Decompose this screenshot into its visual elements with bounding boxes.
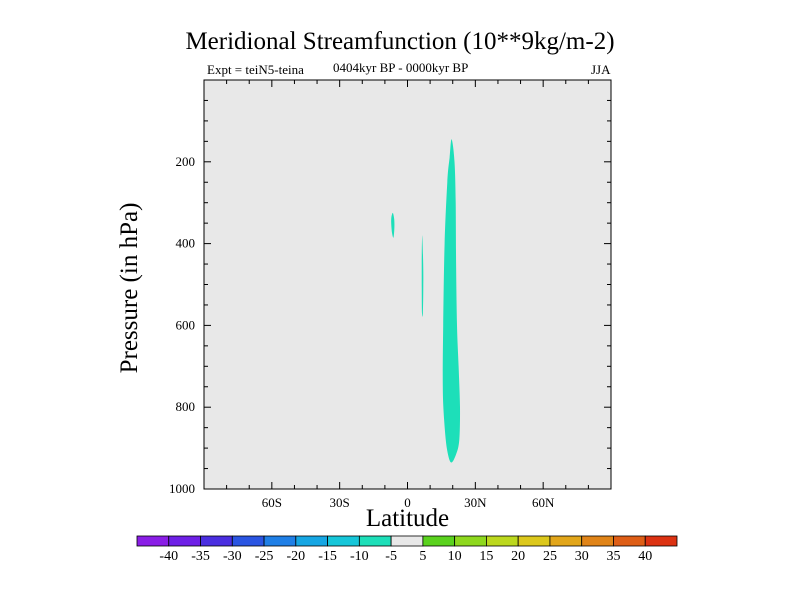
y-tick-label: 1000 — [169, 481, 195, 496]
colorbar-label: 25 — [543, 549, 557, 564]
x-tick-label: 0 — [404, 495, 411, 510]
colorbar-swatch — [200, 535, 233, 547]
colorbar-swatch — [327, 535, 360, 547]
colorbar-swatch — [613, 535, 646, 547]
colorbar-swatch — [231, 535, 265, 547]
x-tick-label: 60N — [532, 495, 555, 510]
y-tick-label: 600 — [176, 317, 196, 332]
colorbar-label: -35 — [191, 549, 210, 564]
x-axis-label: Latitude — [365, 505, 450, 532]
x-tick-label: 60S — [262, 495, 282, 510]
colorbar-swatch — [549, 535, 583, 547]
colorbar-label: 30 — [575, 549, 589, 564]
y-tick-label: 400 — [176, 236, 196, 251]
colorbar-swatch — [517, 535, 551, 547]
colorbar-label: -15 — [318, 549, 337, 564]
colorbar-label: -30 — [223, 549, 242, 564]
colorbar-label: 10 — [448, 549, 462, 564]
colorbar-swatch — [263, 535, 297, 547]
colorbar-swatch — [454, 535, 487, 547]
colorbar: -40 -35 -30 -25 -20 -15 -10 -5 5 10 15 20 25 30 35 40 — [136, 535, 678, 564]
period-label: 0404kyr BP - 0000kyr BP — [333, 60, 469, 75]
experiment-label: Expt = teiN5-teina — [207, 62, 304, 77]
colorbar-swatch — [358, 535, 392, 547]
colorbar-label: -10 — [350, 549, 369, 564]
colorbar-label: 40 — [638, 549, 652, 564]
colorbar-swatch — [581, 535, 614, 547]
colorbar-label: -5 — [385, 549, 397, 564]
colorbar-label: 35 — [606, 549, 620, 564]
x-tick-label: 30S — [330, 495, 350, 510]
colorbar-swatch — [486, 535, 519, 547]
colorbar-swatch — [644, 535, 678, 547]
colorbar-label: -25 — [255, 549, 274, 564]
chart-title: Meridional Streamfunction (10**9kg/m-2) — [185, 28, 615, 55]
y-tick-label: 200 — [176, 154, 196, 169]
colorbar-label: -40 — [159, 549, 178, 564]
colorbar-swatch — [136, 535, 170, 547]
colorbar-swatch — [390, 535, 424, 547]
thin-negative-strip — [421, 235, 424, 317]
y-tick-label: 800 — [176, 399, 196, 414]
colorbar-label: -20 — [286, 549, 305, 564]
colorbar-label: 15 — [479, 549, 493, 564]
colorbar-swatch — [168, 535, 201, 547]
axis-ticks: 60S 30S 0 30N 60N 200 400 600 800 1000 — [169, 80, 612, 510]
small-negative-patch — [391, 212, 395, 238]
colorbar-label: 5 — [419, 549, 426, 564]
colorbar-label: 20 — [511, 549, 525, 564]
contour-regions — [391, 139, 461, 463]
colorbar-swatch — [295, 535, 328, 547]
colorbar-swatch — [422, 535, 456, 547]
season-label: JJA — [591, 62, 611, 77]
plot-area — [204, 80, 611, 489]
main-negative-cell — [442, 139, 461, 463]
x-tick-label: 30N — [464, 495, 487, 510]
